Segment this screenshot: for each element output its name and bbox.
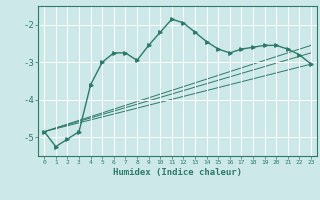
X-axis label: Humidex (Indice chaleur): Humidex (Indice chaleur) bbox=[113, 168, 242, 177]
